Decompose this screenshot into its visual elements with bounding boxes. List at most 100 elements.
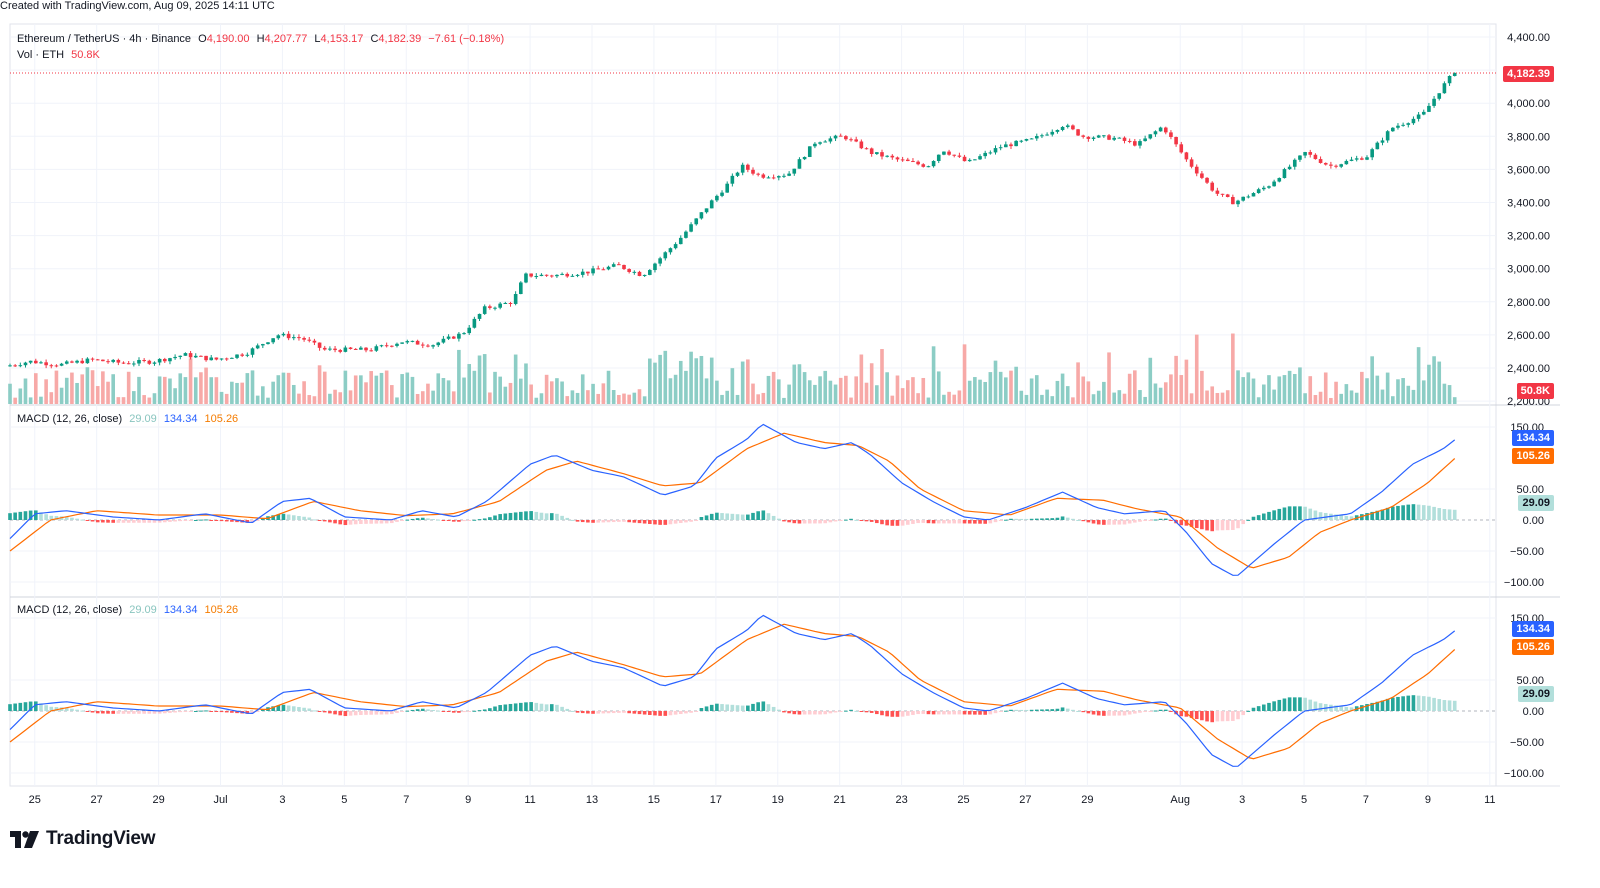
- macd-pane-2-histogram-bar: [178, 711, 183, 713]
- candle-body: [193, 355, 198, 358]
- candle-body: [663, 252, 668, 259]
- candle-body: [575, 274, 580, 276]
- macd-pane-2-histogram-bar: [1298, 697, 1302, 711]
- candle-body: [1138, 141, 1142, 146]
- macd-pane-1-histogram-bar: [420, 517, 425, 520]
- low-label: L: [314, 33, 321, 45]
- candle-body: [513, 294, 518, 304]
- candle-body: [1189, 159, 1194, 167]
- macd-signal-tag-2: 105.26: [1512, 639, 1554, 655]
- macd-signal-value: 105.26: [204, 604, 239, 616]
- price-tick-label: 3,600.00: [1507, 164, 1550, 176]
- macd-pane-1-histogram-bar: [1143, 520, 1147, 522]
- candle-body: [1220, 193, 1225, 195]
- macd-pane-1-histogram-bar: [560, 515, 564, 520]
- macd-label[interactable]: MACD (12, 26, close): [17, 604, 123, 616]
- macd-pane-2-histogram-bar: [1004, 710, 1008, 712]
- volume-bar: [1091, 394, 1096, 404]
- candle-body: [431, 345, 435, 347]
- macd-pane-2-histogram-bar: [1282, 698, 1287, 711]
- volume-bar: [1421, 380, 1426, 404]
- macd-pane-2-histogram-bar: [720, 704, 724, 711]
- candle-body: [916, 161, 920, 165]
- volume-bar: [1205, 390, 1209, 404]
- volume-bar: [854, 376, 859, 404]
- macd-pane-1-histogram-bar: [1019, 518, 1024, 520]
- time-tick-label: 9: [1425, 794, 1431, 806]
- macd-pane-1-histogram-bar: [653, 520, 657, 525]
- volume-bar: [493, 371, 497, 404]
- macd-pane-1-histogram-bar: [900, 520, 905, 526]
- macd-pane-1-histogram-bar: [132, 520, 136, 523]
- macd-label[interactable]: MACD (12, 26, close): [17, 413, 123, 425]
- volume-bar: [983, 381, 987, 404]
- candle-body: [1127, 140, 1132, 142]
- macd-pane-1-histogram-bar: [369, 520, 373, 524]
- macd-pane-2-histogram-bar: [1163, 709, 1168, 711]
- macd-pane-1-histogram-bar: [1318, 512, 1323, 520]
- macd-pane-2-histogram-bar: [230, 711, 234, 713]
- time-tick-label: 5: [341, 794, 347, 806]
- macd-pane-2-histogram-bar: [844, 710, 848, 712]
- macd-pane-2-tick-label: −50.00: [1510, 737, 1544, 749]
- macd-pane-1-histogram-bar: [1447, 509, 1452, 520]
- macd-pane-2-histogram-bar: [286, 705, 291, 711]
- volume-bar: [214, 377, 219, 404]
- macd-pane-1-histogram-bar: [544, 513, 549, 520]
- volume-bar: [322, 371, 327, 404]
- macd-pane-2-histogram-bar: [457, 711, 461, 713]
- macd-pane-1-histogram-bar: [1138, 520, 1142, 522]
- macd-line-tag-1: 134.34: [1512, 430, 1554, 446]
- volume-bar: [384, 370, 389, 404]
- macd-pane-2-histogram-bar: [1231, 711, 1235, 721]
- macd-signal-tag-1: 105.26: [1512, 448, 1554, 464]
- macd-pane-2-histogram-bar: [343, 711, 348, 717]
- macd-pane-2-histogram-bar: [420, 708, 425, 711]
- macd-pane-1-histogram-bar: [611, 520, 616, 523]
- candle-body: [746, 164, 750, 170]
- macd-pane-1-histogram-bar: [1349, 516, 1354, 520]
- macd-pane-1-histogram-bar: [106, 520, 110, 523]
- volume-bar: [302, 381, 306, 404]
- macd-pane-2-histogram-bar: [28, 701, 33, 711]
- macd-pane-1-histogram-bar: [1060, 516, 1065, 520]
- time-tick-label: 21: [834, 794, 846, 806]
- macd-pane-2-histogram-bar: [787, 711, 791, 714]
- candle-body: [1014, 140, 1018, 147]
- macd-pane-2-histogram-bar: [890, 711, 895, 717]
- volume-bar: [1009, 370, 1013, 404]
- macd-pane-1-histogram-bar: [1215, 520, 1220, 531]
- macd-pane-2-histogram-bar: [395, 711, 399, 713]
- candle-body: [111, 359, 116, 362]
- candle-body: [998, 147, 1003, 149]
- macd-pane-2-histogram-bar: [1339, 706, 1344, 711]
- macd-pane-2-histogram-bar: [1313, 701, 1318, 711]
- symbol-label[interactable]: Ethereum / TetherUS · 4h · Binance: [17, 33, 192, 45]
- macd-pane-2-histogram-bar: [1076, 710, 1080, 712]
- candle-body: [1091, 137, 1096, 139]
- macd-pane-2-histogram-bar: [653, 711, 657, 716]
- macd-pane-1-histogram-bar: [147, 520, 152, 523]
- macd-pane-2-histogram-bar: [348, 711, 353, 716]
- macd-pane-1-histogram-bar: [405, 519, 410, 521]
- candle-body: [875, 152, 879, 155]
- macd-pane-1-histogram-bar: [1262, 513, 1266, 520]
- macd-pane-2-histogram-bar: [359, 711, 363, 715]
- candle-body: [952, 154, 957, 156]
- volume-label[interactable]: Vol · ETH: [17, 49, 65, 61]
- macd-pane-2-histogram-bar: [580, 711, 585, 714]
- macd-pane-1-histogram-bar: [1133, 520, 1137, 523]
- macd-pane-2-histogram-bar: [235, 711, 239, 714]
- macd-pane-2-histogram-bar: [1014, 709, 1018, 711]
- macd-pane-1-histogram-bar: [18, 511, 23, 520]
- macd-pane-2-histogram-bar: [936, 711, 941, 715]
- volume-bar: [1272, 389, 1276, 404]
- tradingview-brand[interactable]: TradingView: [10, 828, 156, 850]
- candle-body: [95, 359, 100, 361]
- candle-body: [462, 333, 466, 335]
- candle-body: [64, 361, 69, 364]
- volume-bar: [947, 391, 951, 404]
- volume-bar: [1292, 373, 1297, 404]
- macd-pane-2-histogram-bar: [632, 711, 637, 714]
